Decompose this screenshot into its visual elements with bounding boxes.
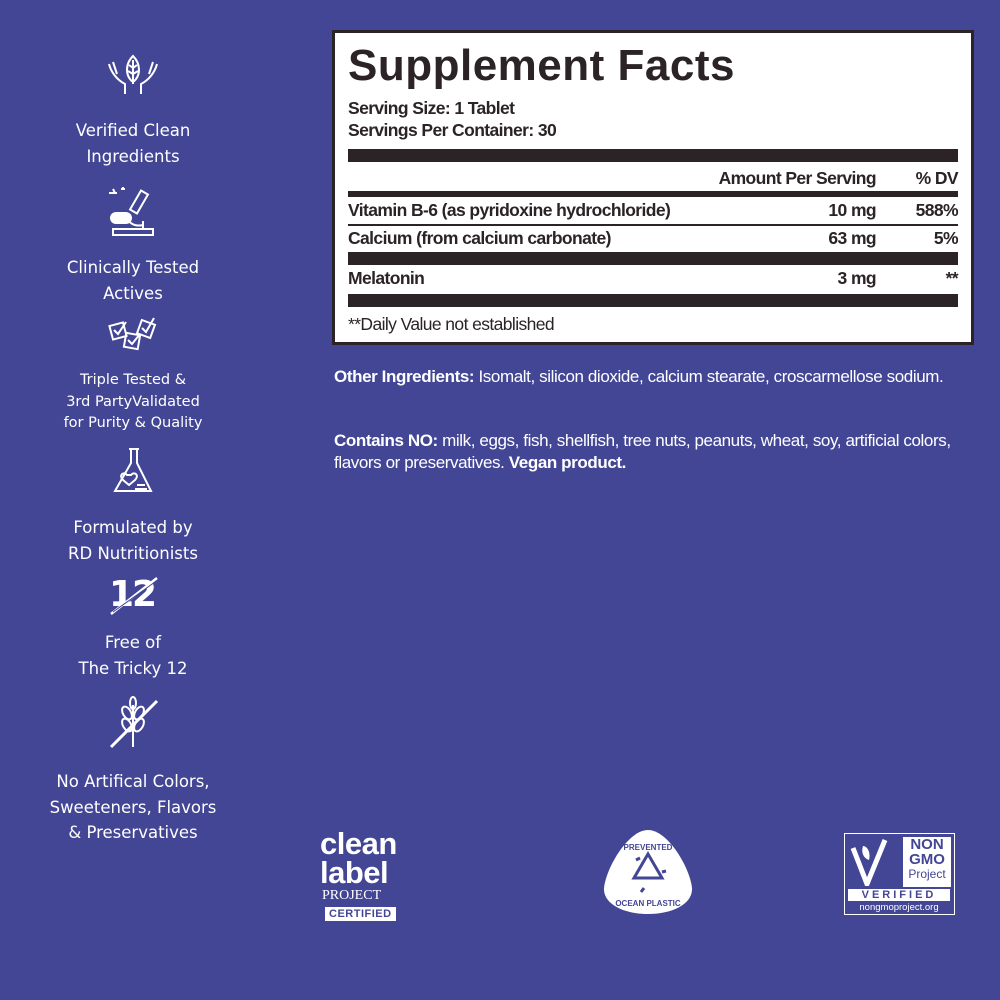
feature-free-tricky-12: 12 Free of The Tricky 12 — [20, 572, 246, 681]
nutrient-amount: 63 mg — [828, 228, 876, 248]
supplement-facts-panel: Supplement Facts Serving Size: 1 Tablet … — [332, 30, 974, 345]
feature-text: Free of The Tricky 12 — [78, 633, 188, 678]
divider-medium — [348, 191, 958, 197]
divider-thin — [348, 224, 958, 226]
feature-text: No Artifical Colors, Sweeteners, Flavors &… — [49, 772, 217, 842]
heart-flask-icon — [113, 448, 153, 492]
nutrient-name: Calcium (from calcium carbonate) — [348, 228, 611, 248]
footnote: **Daily Value not established — [348, 314, 555, 334]
nutrient-dv: 5% — [933, 228, 959, 248]
contains-no-text: milk, eggs, fish, shellfish, tree nuts, … — [334, 431, 951, 472]
feature-text: Verified Clean Ingredients — [75, 121, 191, 166]
feature-triple-tested: Triple Tested & 3rd PartyValidated for Pur… — [20, 312, 246, 435]
feature-text: Clinically Tested Actives — [66, 258, 200, 303]
nutrient-name: Melatonin — [348, 268, 425, 288]
other-ingredients-label: Other Ingredients: — [334, 367, 475, 386]
header-dv: % DV — [915, 168, 959, 188]
crossed-12-icon: 12 — [109, 574, 158, 615]
nutrient-amount: 10 mg — [828, 200, 876, 220]
hands-leaf-icon — [108, 54, 158, 94]
divider-thick — [348, 252, 958, 265]
feature-text: Formulated by RD Nutritionists — [68, 518, 198, 563]
svg-text:PREVENTED: PREVENTED — [624, 843, 673, 852]
contains-no: Contains NO: milk, eggs, fish, shellfish… — [334, 430, 974, 474]
checked-boxes-icon — [108, 317, 157, 351]
other-ingredients: Other Ingredients: Isomalt, silicon diox… — [334, 366, 974, 388]
feature-verified-clean: Verified Clean Ingredients — [20, 50, 246, 169]
nutrient-dv: 588% — [915, 200, 959, 220]
other-ingredients-text: Isomalt, silicon dioxide, calcium steara… — [474, 367, 944, 386]
feature-formulated-rd: Formulated by RD Nutritionists — [20, 445, 246, 566]
feature-no-artificial: No Artifical Colors, Sweeteners, Flavors &… — [20, 695, 246, 846]
nutrient-name: Vitamin B-6 (as pyridoxine hydrochloride… — [348, 200, 671, 220]
svg-text:OCEAN PLASTIC: OCEAN PLASTIC — [615, 899, 681, 908]
feature-text: Triple Tested & 3rd PartyValidated for Pur… — [63, 372, 203, 431]
microscope-icon — [109, 187, 154, 236]
nutrient-dv: ** — [945, 268, 959, 288]
divider-thick — [348, 294, 958, 307]
nutrient-amount: 3 mg — [837, 268, 877, 288]
divider-thick — [348, 149, 958, 162]
butterfly-check-icon — [850, 839, 888, 886]
serving-size: Serving Size: 1 Tablet — [348, 98, 515, 118]
crossed-wheat-icon — [109, 696, 159, 749]
vegan-product: Vegan product. — [508, 453, 627, 472]
servings-per-container: Servings Per Container: 30 — [348, 120, 557, 140]
header-amount: Amount Per Serving — [718, 168, 877, 188]
facts-title: Supplement Facts — [348, 41, 735, 90]
prevented-ocean-plastic-logo: PREVENTED OCEAN PLASTIC — [600, 828, 696, 916]
non-gmo-project-logo: NON GMO Project VERIFIED nongmoproject.o… — [844, 833, 955, 915]
contains-no-label: Contains NO: — [334, 431, 438, 450]
feature-clinically-tested: Clinically Tested Actives — [20, 185, 246, 306]
clean-label-project-logo: clean label PROJECT CERTIFIED — [320, 826, 397, 921]
